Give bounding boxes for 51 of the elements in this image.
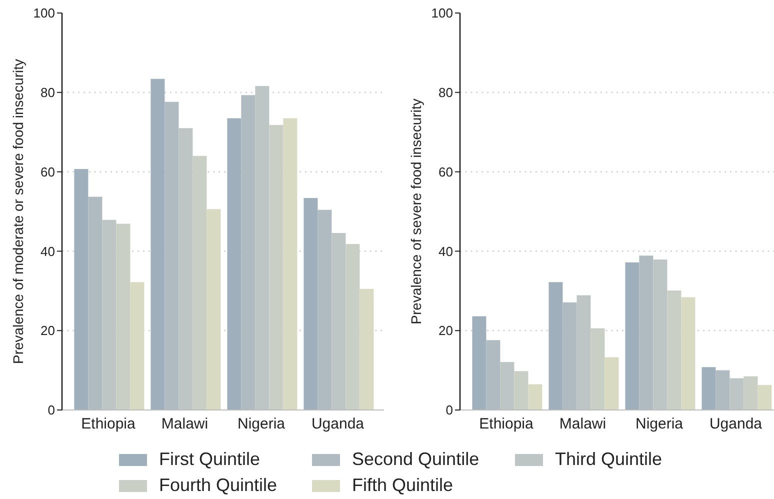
bar: [318, 210, 332, 410]
bar: [164, 102, 179, 410]
x-tick-label: Uganda: [709, 416, 763, 433]
y-tick-label: 60: [438, 164, 453, 180]
bar: [74, 169, 88, 410]
y-tick-label: 100: [431, 6, 453, 21]
x-tick-label: Malawi: [559, 416, 606, 433]
bar: [604, 357, 619, 410]
bar: [241, 95, 256, 410]
legend-label: Second Quintile: [352, 449, 480, 470]
y-tick-label: 80: [40, 85, 55, 100]
y-tick-label: 20: [40, 323, 55, 338]
legend-label: Fifth Quintile: [352, 475, 454, 496]
bar: [227, 118, 242, 410]
legend-label: Fourth Quintile: [159, 475, 278, 496]
x-tick-label: Ethiopia: [479, 416, 534, 433]
bar: [304, 198, 318, 410]
x-tick-label: Ethiopia: [81, 416, 136, 433]
bar: [150, 78, 165, 410]
bar: [702, 367, 716, 410]
bar: [88, 196, 102, 410]
bar: [758, 384, 772, 410]
y-tick-label: 20: [438, 323, 453, 338]
bar: [130, 282, 144, 410]
bar: [486, 340, 500, 410]
bar: [625, 262, 640, 410]
bar: [206, 209, 221, 410]
y-tick-label: 100: [33, 6, 55, 21]
bar: [548, 282, 563, 410]
bar: [472, 316, 486, 410]
bar: [681, 297, 696, 410]
bar: [716, 370, 730, 410]
y-tick-label: 40: [438, 244, 453, 259]
x-tick-label: Malawi: [161, 416, 208, 433]
bar: [528, 384, 542, 410]
y-tick-label: 80: [438, 85, 453, 100]
y-axis-title: Prevalence of moderate or severe food insecurity: [10, 58, 26, 364]
bar: [639, 256, 654, 410]
x-tick-label: Nigeria: [635, 416, 684, 433]
y-tick-label: 40: [40, 244, 55, 259]
legend-label: First Quintile: [159, 449, 260, 470]
y-axis-title: Prevalence of severe food insecurity: [408, 98, 424, 324]
bar: [283, 118, 298, 410]
y-tick-label: 60: [40, 164, 55, 180]
y-tick-label: 0: [446, 402, 453, 418]
legend-label: Third Quintile: [555, 449, 662, 470]
bar: [360, 288, 374, 410]
x-tick-label: Nigeria: [237, 416, 286, 433]
bar: [562, 302, 577, 410]
x-tick-label: Uganda: [311, 416, 365, 433]
y-tick-label: 0: [48, 402, 55, 418]
